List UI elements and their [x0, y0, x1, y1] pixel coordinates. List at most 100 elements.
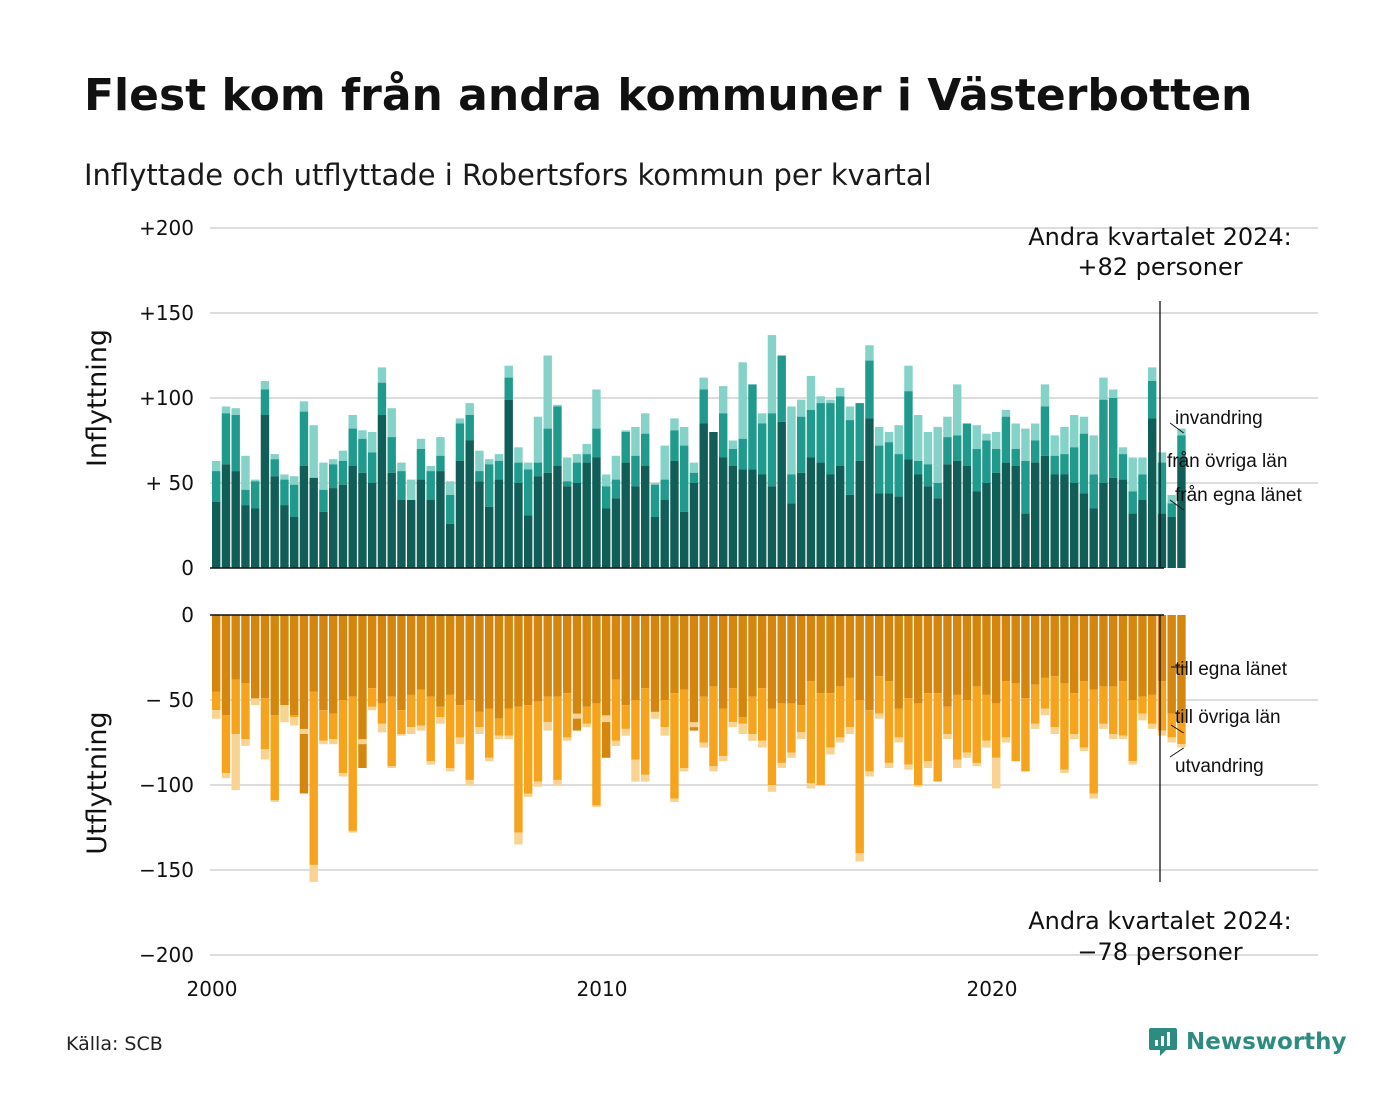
- bar-outflow-other-counties: [865, 710, 874, 772]
- bar-outflow-other-counties: [1070, 693, 1079, 734]
- bar-outflow-other-counties: [533, 701, 543, 782]
- label-leader-line: [1169, 499, 1184, 511]
- bar-inflow-own-county: [943, 464, 952, 568]
- bar-inflow-own-county: [933, 498, 942, 568]
- bar-outflow-own-county: [953, 615, 962, 695]
- bar-inflow-own-county: [563, 486, 572, 568]
- bar-outflow-emigration: [972, 762, 981, 767]
- bar-inflow-own-county: [241, 505, 250, 568]
- bar-outflow-emigration: [1128, 761, 1137, 765]
- bar-outflow-emigration: [221, 773, 231, 779]
- bar-inflow-immigration: [836, 387, 845, 397]
- bar-inflow-other-counties: [670, 430, 679, 461]
- bar-inflow-immigration: [260, 381, 270, 390]
- bar-inflow-immigration: [806, 375, 816, 410]
- source-note: Källa: SCB: [66, 1033, 163, 1055]
- bar-outflow-emigration: [1109, 734, 1118, 740]
- bar-inflow-other-counties: [231, 415, 240, 472]
- bar-outflow-other-counties: [884, 681, 894, 763]
- bar-inflow-immigration: [689, 462, 699, 473]
- bar-inflow-own-county: [319, 511, 328, 568]
- bar-inflow-immigration: [280, 474, 289, 480]
- bar-inflow-immigration: [972, 425, 981, 449]
- bar-outflow-other-counties: [748, 696, 757, 734]
- bar-inflow-immigration: [475, 450, 484, 472]
- bar-inflow-other-counties: [338, 460, 348, 485]
- bar-inflow-own-county: [611, 498, 621, 568]
- bar-outflow-own-county: [797, 615, 806, 706]
- bar-inflow-other-counties: [270, 459, 279, 477]
- bar-outflow-emigration: [494, 735, 504, 740]
- bar-outflow-other-counties: [758, 688, 767, 741]
- bar-inflow-other-counties: [992, 449, 1001, 473]
- bar-outflow-own-county: [270, 615, 279, 716]
- bar-outflow-emigration: [797, 732, 806, 740]
- bar-outflow-other-counties: [680, 689, 689, 768]
- bar-outflow-emigration: [1138, 713, 1147, 721]
- bar-outflow-emigration: [641, 774, 650, 782]
- bar-inflow-other-counties: [455, 423, 465, 461]
- bar-outflow-emigration: [407, 727, 416, 734]
- bar-outflow-emigration: [416, 725, 426, 731]
- bar-outflow-other-counties: [1079, 681, 1089, 748]
- bar-inflow-immigration: [1099, 377, 1108, 400]
- bar-inflow-other-counties: [475, 471, 484, 482]
- bar-outflow-own-county: [1021, 615, 1030, 699]
- bar-outflow-other-counties: [368, 688, 377, 707]
- bar-inflow-own-county: [972, 491, 981, 568]
- bar-outflow-other-counties: [504, 708, 513, 736]
- bar-inflow-own-county: [251, 508, 260, 568]
- bar-outflow-other-counties: [670, 693, 679, 799]
- bar-inflow-other-counties: [845, 420, 855, 495]
- bar-inflow-other-counties: [280, 479, 289, 506]
- bar-inflow-immigration: [572, 454, 582, 463]
- bar-inflow-other-counties: [914, 460, 923, 475]
- bar-outflow-other-counties: [943, 706, 952, 734]
- bar-outflow-own-county: [1118, 615, 1128, 682]
- bar-inflow-own-county: [348, 466, 357, 568]
- bar-outflow-emigration: [1050, 727, 1059, 734]
- bar-inflow-own-county: [221, 464, 231, 568]
- bar-outflow-emigration: [962, 752, 972, 758]
- bar-inflow-other-counties: [1040, 406, 1050, 456]
- bar-inflow-own-county: [904, 459, 913, 568]
- bar-inflow-immigration: [358, 430, 367, 439]
- bar-inflow-other-counties: [836, 396, 845, 466]
- bar-outflow-own-county: [387, 615, 396, 697]
- bar-outflow-other-counties: [836, 686, 845, 738]
- bar-inflow-other-counties: [884, 442, 894, 494]
- bar-inflow-immigration: [582, 443, 591, 455]
- bar-inflow-own-county: [923, 486, 933, 568]
- bar-outflow-emigration: [563, 737, 572, 741]
- bar-outflow-other-counties: [660, 700, 669, 728]
- bar-outflow-other-counties: [1128, 700, 1137, 762]
- bar-inflow-own-county: [1138, 500, 1147, 568]
- bar-outflow-other-counties: [1089, 689, 1098, 794]
- bar-outflow-other-counties: [1148, 694, 1157, 724]
- bar-outflow-own-county: [397, 615, 406, 711]
- bar-outflow-emigration: [533, 781, 543, 787]
- bar-inflow-immigration: [1040, 384, 1050, 407]
- bar-inflow-other-counties: [212, 471, 221, 502]
- newsworthy-logo-icon: [1149, 1028, 1177, 1056]
- bar-inflow-immigration: [680, 426, 689, 446]
- bar-outflow-emigration: [524, 793, 533, 797]
- bar-outflow-own-county: [767, 615, 777, 709]
- bar-inflow-own-county: [992, 472, 1001, 568]
- bar-outflow-other-counties: [319, 710, 328, 741]
- bar-inflow-immigration: [241, 455, 250, 490]
- bar-inflow-other-counties: [758, 423, 767, 475]
- bar-inflow-other-counties: [543, 428, 552, 473]
- bar-outflow-emigration: [660, 727, 669, 736]
- bar-outflow-other-counties: [1060, 683, 1069, 770]
- bar-outflow-other-counties: [309, 691, 318, 865]
- bar-outflow-own-county: [816, 615, 825, 694]
- bar-outflow-own-county: [280, 615, 289, 706]
- outflow-series-label: till egna länet: [1175, 659, 1288, 680]
- bar-outflow-own-county: [348, 615, 357, 697]
- bar-inflow-immigration: [1079, 416, 1089, 434]
- bar-outflow-own-county: [1177, 615, 1186, 723]
- bar-outflow-other-counties: [699, 696, 708, 743]
- chart-subtitle: Inflyttade och utflyttade i Robertsfors …: [84, 158, 932, 192]
- inflow-ytick-label: +200: [139, 216, 194, 240]
